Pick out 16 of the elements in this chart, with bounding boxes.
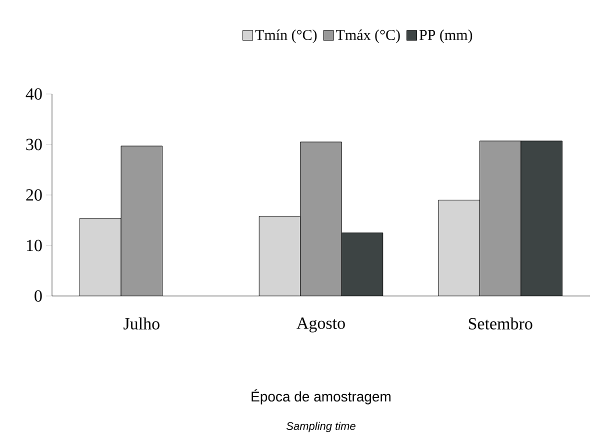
y-tick-label: 40 (26, 88, 42, 100)
x-axis-title: Época de amostragem (252, 389, 390, 404)
bar (438, 200, 480, 296)
x-tick-label: Julho (124, 318, 160, 330)
y-tick-label: 10 (26, 240, 42, 252)
bar (80, 218, 122, 296)
legend-label: Tmín (°C) (255, 29, 317, 44)
legend-label: PP (mm) (419, 29, 472, 44)
y-tick-label: 20 (26, 189, 42, 201)
y-tick-label: 0 (34, 290, 42, 302)
y-tick-label: 30 (26, 138, 42, 150)
x-tick-label: Agosto (296, 318, 345, 332)
text: Sampling time (286, 422, 356, 432)
legend-label: Tmáx (°C) (336, 29, 400, 44)
bar (259, 216, 300, 296)
x-tick-label: Setembro (468, 318, 532, 330)
